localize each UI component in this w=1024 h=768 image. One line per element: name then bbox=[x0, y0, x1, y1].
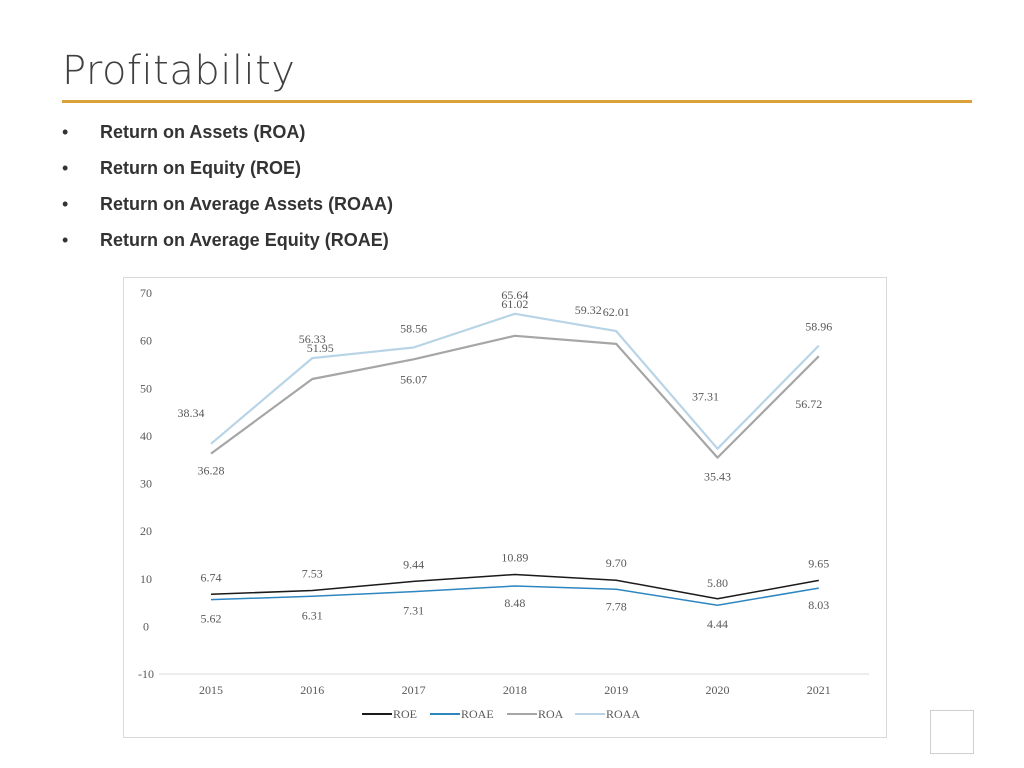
data-label-roae: 7.78 bbox=[606, 599, 627, 613]
data-label-roae: 6.31 bbox=[302, 608, 323, 622]
data-label-roa: 61.02 bbox=[501, 297, 528, 311]
legend-label-roaa: ROAA bbox=[606, 707, 640, 721]
data-label-roaa: 58.96 bbox=[805, 320, 832, 334]
bullet-marker: • bbox=[62, 230, 69, 250]
bullet-text: Return on Average Equity (ROAE) bbox=[100, 230, 389, 250]
x-tick-label: 2015 bbox=[199, 683, 223, 697]
line-chart: -10 0 10 20 30 40 50 60 70 2015 2016 2017 2018 2019 20… bbox=[138, 286, 869, 721]
bullet-text: Return on Average Assets (ROAA) bbox=[100, 194, 394, 214]
data-label-roae: 5.62 bbox=[201, 612, 222, 626]
data-label-roa: 51.95 bbox=[307, 341, 334, 355]
data-label-roe: 9.65 bbox=[808, 556, 829, 570]
data-label-roaa: 58.56 bbox=[400, 321, 427, 335]
data-label-roae: 7.31 bbox=[403, 604, 424, 618]
legend-label-roa: ROA bbox=[538, 707, 564, 721]
data-label-roe: 6.74 bbox=[201, 570, 222, 584]
x-tick-label: 2020 bbox=[706, 683, 730, 697]
bullet-item-roaa: • Return on Average Assets (ROAA) bbox=[62, 190, 393, 226]
data-label-roa: 56.07 bbox=[400, 372, 427, 386]
legend-label-roae: ROAE bbox=[461, 707, 494, 721]
legend-label-roe: ROE bbox=[393, 707, 417, 721]
data-label-roe: 9.70 bbox=[606, 556, 627, 570]
data-label-roae: 8.48 bbox=[504, 596, 525, 610]
bullet-text: Return on Assets (ROA) bbox=[100, 122, 306, 142]
title-underline bbox=[62, 100, 972, 103]
data-label-roe: 7.53 bbox=[302, 567, 323, 581]
data-label-roaa: 56.33 bbox=[299, 332, 326, 346]
y-tick-label: 50 bbox=[140, 381, 152, 395]
chart-frame: -10 0 10 20 30 40 50 60 70 2015 2016 2017 2018 2019 20… bbox=[123, 277, 887, 738]
data-label-roa: 59.32 bbox=[575, 303, 602, 317]
y-tick-label: 20 bbox=[140, 524, 152, 538]
data-label-roaa: 65.64 bbox=[501, 288, 528, 302]
data-label-roae: 8.03 bbox=[808, 598, 829, 612]
data-label-roae: 4.44 bbox=[707, 617, 728, 631]
bullet-text: Return on Equity (ROE) bbox=[100, 158, 301, 178]
data-label-roa: 36.28 bbox=[198, 464, 225, 478]
y-tick-label: 60 bbox=[140, 334, 152, 348]
series-line-roae bbox=[210, 585, 819, 606]
slide-thumbnail bbox=[930, 710, 974, 754]
y-tick-label: 0 bbox=[143, 619, 149, 633]
y-tick-label: -10 bbox=[138, 667, 154, 681]
x-tick-label: 2018 bbox=[503, 683, 527, 697]
data-label-roa: 35.43 bbox=[704, 470, 731, 484]
data-label-roa: 56.72 bbox=[795, 397, 822, 411]
bullet-list: • Return on Assets (ROA) • Return on Equit… bbox=[62, 118, 393, 262]
bullet-marker: • bbox=[62, 194, 69, 214]
bullet-item-roe: • Return on Equity (ROE) bbox=[62, 154, 393, 190]
data-label-roe: 9.44 bbox=[403, 557, 424, 571]
bullet-marker: • bbox=[62, 158, 69, 178]
y-tick-label: 10 bbox=[140, 572, 152, 586]
bullet-item-roae: • Return on Average Equity (ROAE) bbox=[62, 226, 393, 262]
y-tick-label: 70 bbox=[140, 286, 152, 300]
series-line-roa bbox=[210, 334, 820, 459]
page-title: Profitability bbox=[62, 48, 296, 94]
data-label-roaa: 38.34 bbox=[178, 406, 205, 420]
x-tick-label: 2017 bbox=[402, 683, 426, 697]
bullet-marker: • bbox=[62, 122, 69, 142]
x-tick-label: 2016 bbox=[300, 683, 324, 697]
data-label-roaa: 62.01 bbox=[603, 305, 630, 319]
series-line-roaa bbox=[210, 312, 820, 450]
data-label-roe: 5.80 bbox=[707, 576, 728, 590]
y-tick-label: 40 bbox=[140, 429, 152, 443]
bullet-item-roa: • Return on Assets (ROA) bbox=[62, 118, 393, 154]
series-line-roe bbox=[210, 573, 819, 600]
x-tick-label: 2019 bbox=[604, 683, 628, 697]
data-label-roaa: 37.31 bbox=[692, 390, 719, 404]
x-tick-label: 2021 bbox=[807, 683, 831, 697]
y-tick-label: 30 bbox=[140, 477, 152, 491]
data-label-roe: 10.89 bbox=[501, 551, 528, 565]
